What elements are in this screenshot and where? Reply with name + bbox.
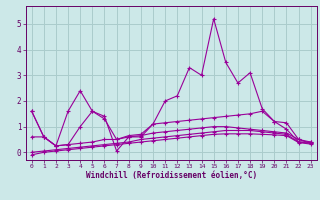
X-axis label: Windchill (Refroidissement éolien,°C): Windchill (Refroidissement éolien,°C) (86, 171, 257, 180)
